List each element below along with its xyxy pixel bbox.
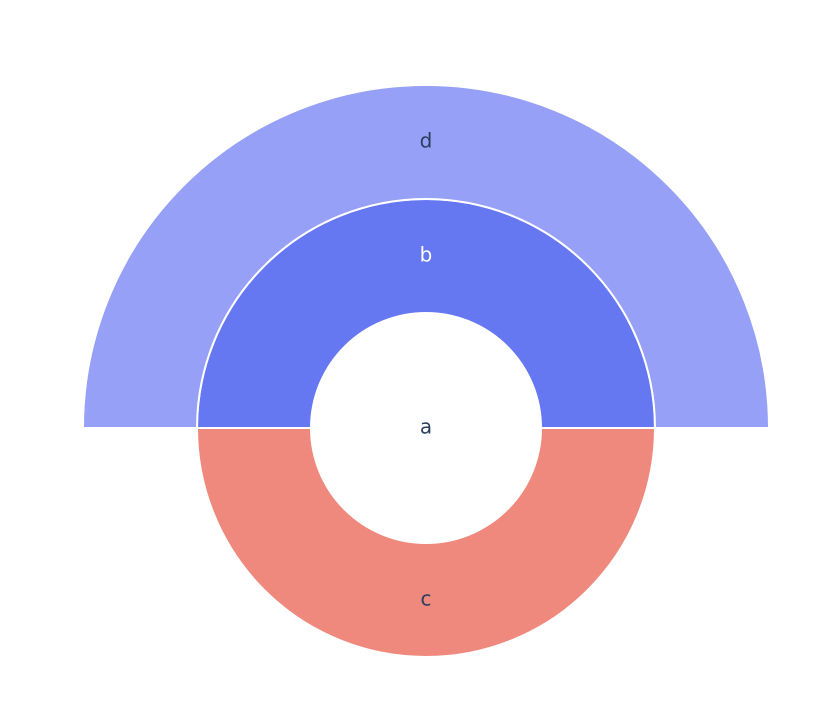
sunburst-root xyxy=(311,313,541,543)
sunburst-sector xyxy=(195,427,657,658)
sector-label: c xyxy=(421,587,432,611)
sector-label: d xyxy=(420,129,433,153)
sector-label: a xyxy=(420,415,432,439)
sunburst-sector xyxy=(81,84,771,429)
sector-label: b xyxy=(420,243,433,267)
